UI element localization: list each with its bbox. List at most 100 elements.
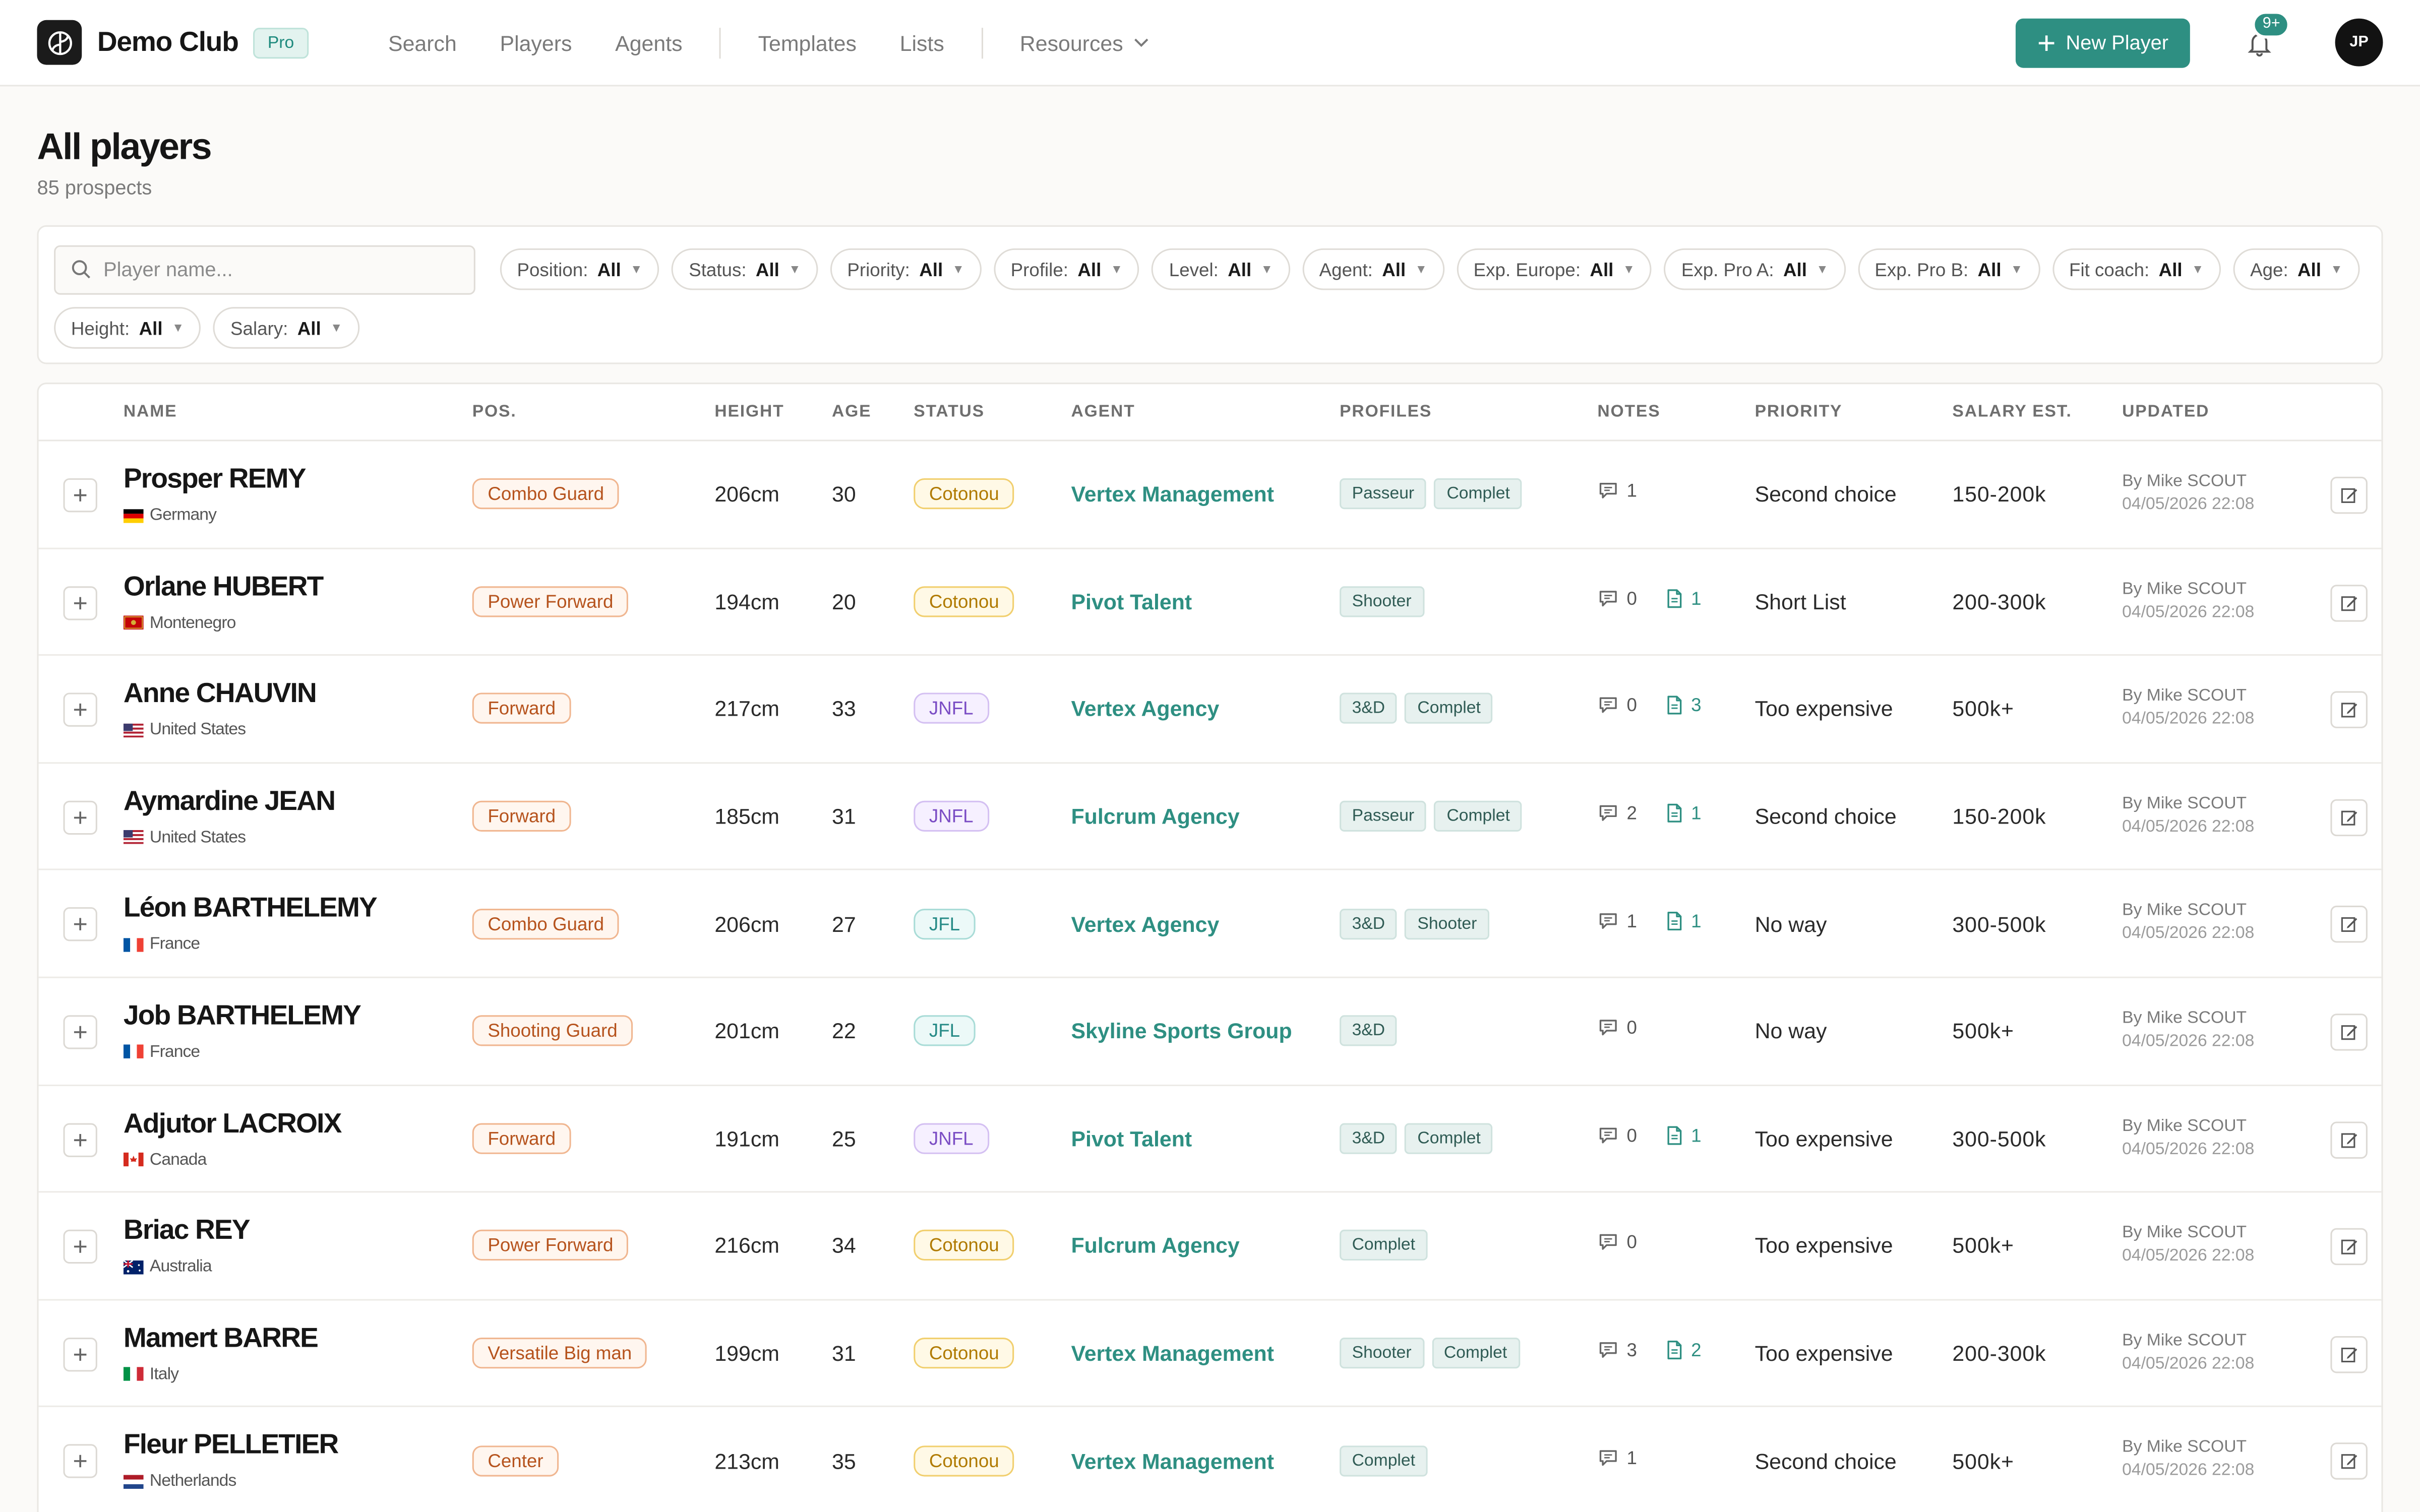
filter-chip[interactable]: Agent: All ▼	[1302, 248, 1444, 290]
expand-row-button[interactable]	[63, 908, 97, 942]
agent-link[interactable]: Skyline Sports Group	[1071, 1019, 1292, 1044]
search-box[interactable]	[54, 244, 475, 294]
filter-chip[interactable]: Exp. Europe: All ▼	[1457, 248, 1652, 290]
column-header-name[interactable]: NAME	[123, 402, 177, 421]
notes-cell[interactable]: 0	[1597, 1190, 1637, 1296]
filter-chip[interactable]: Fit coach: All ▼	[2052, 248, 2221, 290]
column-header-position[interactable]: POS.	[472, 402, 517, 421]
expand-row-button[interactable]	[63, 800, 97, 835]
agent-link[interactable]: Vertex Management	[1071, 482, 1275, 507]
expand-row-button[interactable]	[63, 1230, 97, 1264]
filter-chip[interactable]: Position: All ▼	[500, 248, 660, 290]
filter-chip[interactable]: Age: All ▼	[2233, 248, 2360, 290]
filter-chip[interactable]: Exp. Pro B: All ▼	[1857, 248, 2040, 290]
club-logo-icon[interactable]	[37, 20, 82, 65]
agent-link[interactable]: Vertex Management	[1071, 1448, 1275, 1473]
edit-player-button[interactable]	[2330, 1336, 2368, 1373]
agent-link[interactable]: Vertex Agency	[1071, 911, 1220, 936]
player-name-search-input[interactable]	[103, 258, 459, 281]
documents-count[interactable]: 1	[1663, 910, 1702, 931]
filter-chip[interactable]: Height: All ▼	[54, 307, 201, 349]
player-name[interactable]: Léon BARTHELEMY	[123, 892, 378, 923]
player-name[interactable]: Orlane HUBERT	[123, 570, 324, 601]
notes-cell[interactable]: 1	[1597, 1405, 1637, 1510]
nav-resources[interactable]: Resources	[1020, 30, 1150, 55]
column-header-age[interactable]: AGE	[831, 402, 872, 421]
agent-link[interactable]: Pivot Talent	[1071, 1126, 1192, 1151]
player-name[interactable]: Briac REY	[123, 1214, 251, 1245]
nav-search[interactable]: Search	[388, 30, 457, 55]
column-header-height[interactable]: HEIGHT	[714, 402, 784, 421]
filter-chip[interactable]: Level: All ▼	[1152, 248, 1290, 290]
agent-link[interactable]: Fulcrum Agency	[1071, 1233, 1240, 1258]
agent-link[interactable]: Fulcrum Agency	[1071, 804, 1240, 829]
table-row[interactable]: Anne CHAUVIN United States Forward 217cm 33 J…	[38, 653, 2382, 764]
filter-chip[interactable]: Status: All ▼	[672, 248, 818, 290]
column-header-agent[interactable]: AGENT	[1071, 402, 1135, 421]
notes-cell[interactable]: 0	[1597, 975, 1637, 1081]
table-row[interactable]: Job BARTHELEMY France Shooting Guard 201cm 2…	[38, 975, 2382, 1086]
filter-chip[interactable]: Salary: All ▼	[213, 307, 360, 349]
column-header-updated[interactable]: UPDATED	[2122, 402, 2210, 421]
column-header-status[interactable]: STATUS	[914, 402, 985, 421]
expand-row-button[interactable]	[63, 1337, 97, 1371]
documents-count[interactable]: 2	[1663, 1339, 1702, 1361]
filter-chip[interactable]: Exp. Pro A: All ▼	[1664, 248, 1846, 290]
player-name[interactable]: Adjutor LACROIX	[123, 1107, 342, 1138]
nav-agents[interactable]: Agents	[615, 30, 683, 55]
edit-player-button[interactable]	[2330, 691, 2368, 729]
expand-row-button[interactable]	[63, 693, 97, 727]
player-name[interactable]: Aymardine JEAN	[123, 785, 336, 816]
edit-player-button[interactable]	[2330, 1014, 2368, 1051]
expand-row-button[interactable]	[63, 586, 97, 620]
player-name[interactable]: Anne CHAUVIN	[123, 677, 317, 709]
table-row[interactable]: Léon BARTHELEMY France Combo Guard 206cm 27 J…	[38, 868, 2382, 978]
nav-players[interactable]: Players	[500, 30, 572, 55]
filter-chip[interactable]: Profile: All ▼	[993, 248, 1140, 290]
player-name[interactable]: Prosper REMY	[123, 463, 307, 494]
table-row[interactable]: Aymardine JEAN United States Forward 185cm 3…	[38, 761, 2382, 871]
edit-player-button[interactable]	[2330, 1121, 2368, 1158]
agent-link[interactable]: Vertex Management	[1071, 1341, 1275, 1366]
table-row[interactable]: Adjutor LACROIX Canada Forward 191cm 25 JNFL P…	[38, 1083, 2382, 1193]
documents-count[interactable]: 1	[1663, 588, 1702, 609]
column-header-profiles[interactable]: PROFILES	[1340, 402, 1432, 421]
edit-player-button[interactable]	[2330, 906, 2368, 943]
notifications-button[interactable]: 9+	[2243, 10, 2291, 59]
edit-player-button[interactable]	[2330, 476, 2368, 514]
column-header-salary[interactable]: SALARY EST.	[1952, 402, 2072, 421]
expand-row-button[interactable]	[63, 1122, 97, 1157]
agent-link[interactable]: Pivot Talent	[1071, 589, 1192, 614]
player-name[interactable]: Job BARTHELEMY	[123, 999, 361, 1031]
edit-player-button[interactable]	[2330, 799, 2368, 836]
edit-player-button[interactable]	[2330, 584, 2368, 621]
column-header-priority[interactable]: PRIORITY	[1754, 402, 1843, 421]
expand-row-button[interactable]	[63, 1444, 97, 1479]
nav-lists[interactable]: Lists	[899, 30, 944, 55]
table-row[interactable]: Mamert BARRE Italy Versatile Big man 199cm 3…	[38, 1297, 2382, 1408]
user-avatar[interactable]: JP	[2335, 18, 2383, 67]
brand-name[interactable]: Demo Club	[97, 26, 239, 57]
expand-row-button[interactable]	[63, 478, 97, 513]
edit-player-button[interactable]	[2330, 1228, 2368, 1266]
player-name[interactable]: Mamert BARRE	[123, 1321, 319, 1353]
table-row[interactable]: Prosper REMY Germany Combo Guard 206cm 30 Cot…	[38, 442, 2382, 549]
player-name[interactable]: Fleur PELLETIER	[123, 1429, 339, 1460]
documents-count[interactable]: 3	[1663, 695, 1702, 717]
table-row[interactable]: Briac REY Australia Power Forward 216cm 34 Co…	[38, 1190, 2382, 1300]
nav-templates[interactable]: Templates	[758, 30, 857, 55]
agent-link[interactable]: Vertex Agency	[1071, 697, 1220, 722]
new-player-button[interactable]: New Player	[2015, 18, 2190, 68]
table-row[interactable]: Orlane HUBERT Montenegro Power Forward 194c…	[38, 549, 2382, 656]
edit-player-button[interactable]	[2330, 1443, 2368, 1480]
notes-cell[interactable]: 1	[1597, 438, 1637, 544]
filter-chip[interactable]: Priority: All ▼	[830, 248, 982, 290]
documents-count[interactable]: 1	[1663, 1124, 1702, 1146]
expand-row-button[interactable]	[63, 1015, 97, 1049]
